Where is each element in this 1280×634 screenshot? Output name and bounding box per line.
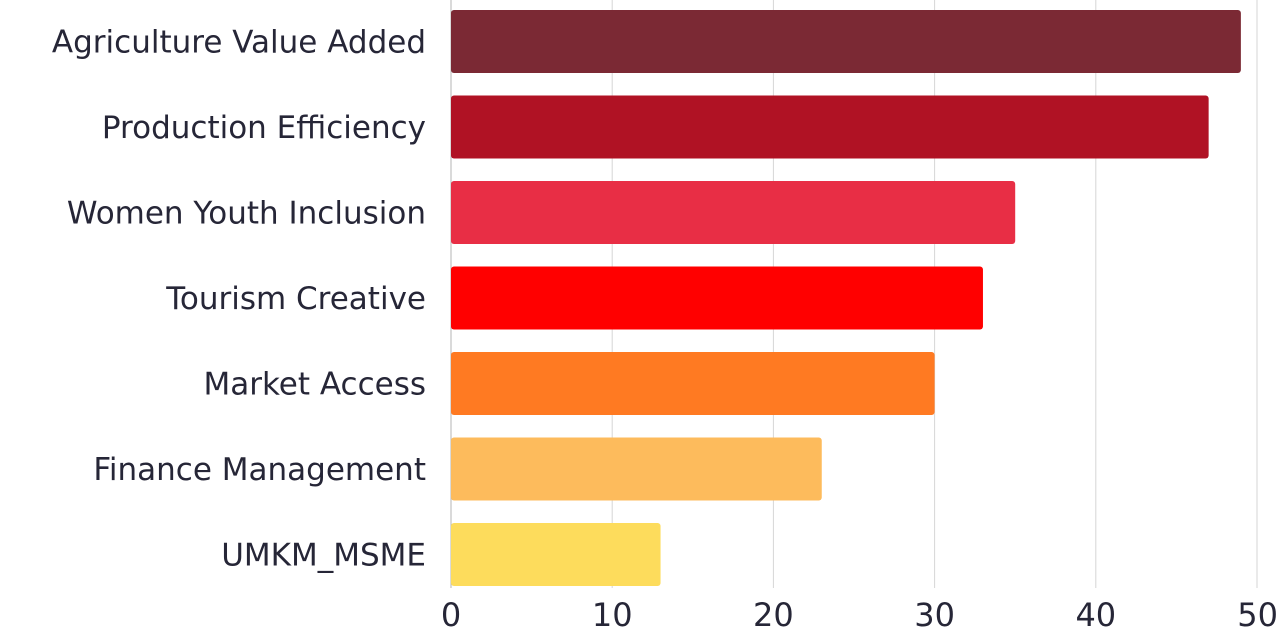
bar-tourism-creative	[451, 266, 983, 330]
bars	[451, 10, 1241, 586]
bar-finance-management	[451, 437, 822, 501]
x-axis-tick-labels: 0 10 20 30 40 50	[441, 596, 1278, 634]
category-labels: Agriculture Value Added Production Effici…	[52, 25, 426, 574]
x-tick-label: 20	[753, 596, 794, 634]
x-tick-label: 30	[914, 596, 955, 634]
bar-umkm-msme	[451, 523, 661, 586]
x-tick-label: 0	[441, 596, 461, 634]
category-label: Agriculture Value Added	[52, 25, 426, 61]
x-tick-label: 10	[592, 596, 633, 634]
category-label: Women Youth Inclusion	[67, 196, 426, 232]
bar-women-youth-inclusion	[451, 181, 1016, 244]
x-tick-label: 40	[1075, 596, 1116, 634]
category-label: UMKM_MSME	[221, 538, 426, 574]
bar-agriculture-value-added	[451, 10, 1241, 73]
category-label: Market Access	[203, 367, 426, 403]
bar-market-access	[451, 352, 935, 415]
category-label: Tourism Creative	[165, 281, 426, 317]
category-label: Finance Management	[93, 452, 426, 488]
x-tick-label: 50	[1237, 596, 1278, 634]
bar-production-efficiency	[451, 95, 1209, 159]
category-label: Production Efficiency	[102, 110, 426, 146]
